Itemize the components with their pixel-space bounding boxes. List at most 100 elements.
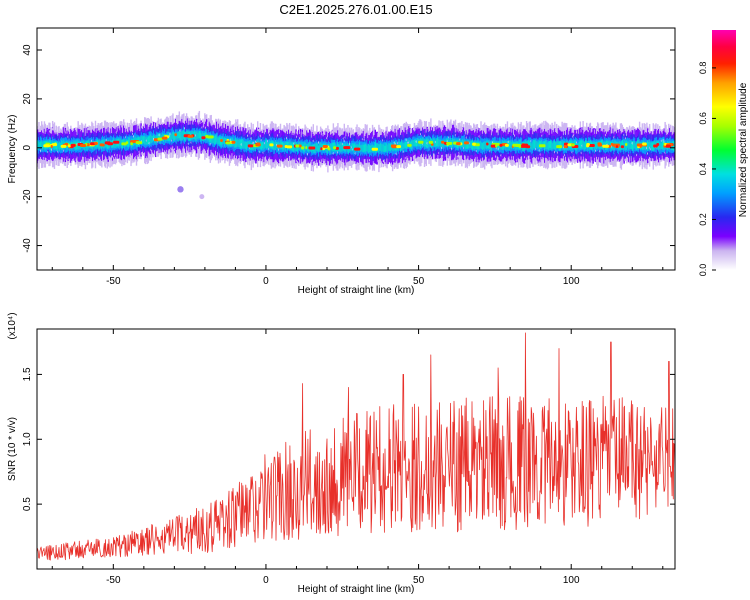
spectrogram-band-column: [658, 142, 661, 150]
spectrogram-band-column: [262, 141, 264, 149]
spectrogram-panel: -50 0 50 100 -40 -20 0 20 40 Height of straight …: [7, 27, 676, 296]
spectrogram-band-column: [608, 140, 611, 149]
spectrogram-peak: [80, 144, 87, 148]
spectrogram-band-column: [374, 141, 376, 152]
spectrogram-y-tick-label: -40: [22, 238, 33, 253]
spectrogram-peak: [512, 143, 519, 147]
spectrogram-band-column: [548, 141, 551, 151]
spectrogram-band-column: [468, 141, 470, 148]
spectrogram-peak: [610, 142, 614, 146]
spectrogram-band-column: [274, 142, 276, 150]
spectrogram-band-column: [404, 141, 407, 148]
spectrogram-band-column: [622, 139, 624, 149]
spectrogram-peak: [343, 146, 351, 150]
spectrogram-band-column: [583, 140, 585, 150]
spectrogram-band-column: [574, 140, 576, 150]
spectrogram-band-column: [534, 140, 536, 149]
spectrogram-peak: [371, 147, 379, 151]
spectrogram-band-column: [120, 138, 122, 147]
spectrogram-band-column: [467, 140, 469, 149]
spectrogram-band-column: [267, 142, 270, 150]
spectrogram-band-column: [448, 136, 450, 147]
snr-x-tick-label: 50: [413, 575, 425, 586]
spectrogram-band-column: [98, 140, 100, 150]
spectrogram-peak: [247, 144, 254, 148]
spectrogram-peak: [308, 146, 316, 150]
spectrogram-ticks: -50 0 50 100 -40 -20 0 20 40: [22, 28, 675, 287]
spectrogram-peak: [121, 142, 127, 146]
spectrogram-band-column: [307, 144, 309, 152]
spectrogram-peak: [276, 144, 283, 148]
spectrogram-peak: [615, 145, 618, 149]
spectrogram-band-column: [174, 132, 176, 141]
spectrogram-band-column: [482, 142, 484, 151]
spectrogram-peak: [472, 142, 476, 146]
spectrogram-band-column: [535, 139, 537, 150]
figure-title: C2E1.2025.276.01.00.E15: [279, 2, 432, 17]
spectrogram-band-column: [416, 140, 418, 147]
spectrogram-band-column: [224, 137, 226, 147]
spectrogram-band-column: [212, 134, 214, 143]
spectrogram-band-column: [470, 140, 472, 148]
spectrogram-band-column: [242, 139, 244, 149]
spectrogram-band-column: [561, 141, 563, 149]
spectrogram-peak: [157, 137, 163, 141]
spectrogram-band-column: [214, 135, 216, 145]
spectrogram-band-column: [329, 143, 332, 154]
spectrogram-band-column: [360, 145, 362, 152]
spectrogram-peak: [602, 144, 609, 148]
spectrogram-band-column: [553, 141, 555, 149]
spectrogram-peak: [407, 143, 412, 147]
spectrogram-band-column: [577, 142, 580, 150]
spectrogram-band-column: [363, 144, 366, 153]
spectrogram-band-column: [142, 136, 144, 145]
spectrogram-band-column: [533, 139, 535, 149]
spectrogram-band-column: [267, 141, 269, 149]
spectrogram-band-column: [550, 140, 552, 151]
spectrogram-band-column: [414, 139, 417, 147]
spectrogram-band-column: [619, 141, 622, 151]
spectrogram-band-column: [150, 133, 152, 144]
spectrogram-band-column: [59, 141, 61, 151]
spectrogram-band-column: [118, 138, 120, 149]
spectrogram-band-column: [536, 141, 539, 150]
spectrogram-band-column: [316, 142, 318, 151]
spectrogram-band-column: [176, 131, 179, 139]
spectrogram-band-column: [436, 138, 438, 147]
snr-y-tick-label: 0.5: [22, 497, 33, 511]
spectrogram-band-column: [352, 142, 355, 151]
spectrogram-peak: [538, 144, 546, 148]
spectrogram-band-column: [381, 143, 384, 152]
spectrogram-band-column: [245, 141, 247, 149]
spectrogram-peak: [51, 143, 58, 147]
spectrogram-band-column: [209, 134, 212, 144]
spectrogram-band-column: [175, 132, 178, 141]
spectrogram-band-column: [199, 131, 201, 139]
spectrogram-band-column: [662, 139, 665, 150]
spectrogram-band-column: [535, 141, 538, 148]
spectrogram-band-column: [660, 142, 663, 150]
spectrogram-band-column: [584, 142, 586, 151]
spectrogram-band-column: [551, 141, 553, 150]
spectrogram-band-column: [140, 136, 142, 144]
spectrogram-band-column: [585, 139, 587, 150]
spectrogram-peak: [653, 144, 658, 148]
spectrogram-band-column: [370, 145, 372, 153]
spectrogram-peak: [588, 144, 595, 148]
spectrogram-peak: [104, 141, 111, 145]
spectrogram-band-column: [380, 143, 383, 153]
spectrogram-band-column: [283, 143, 285, 150]
spectrogram-band-column: [481, 142, 483, 150]
spectrogram-band-column: [282, 142, 284, 151]
spectrogram-band-column: [198, 131, 201, 138]
spectrogram-band-column: [411, 140, 413, 150]
spectrogram-band-column: [180, 132, 182, 141]
snr-x-tick-label: 100: [563, 575, 580, 586]
spectrogram-band-column: [483, 142, 485, 150]
spectrogram-band-column: [582, 140, 584, 149]
snr-y-scale-label: (x10⁴): [7, 312, 18, 339]
spectrogram-band-column: [480, 140, 482, 149]
spectrogram-band-column: [648, 141, 650, 149]
spectrogram-band-column: [273, 141, 275, 151]
spectrogram-band-column: [41, 141, 44, 151]
